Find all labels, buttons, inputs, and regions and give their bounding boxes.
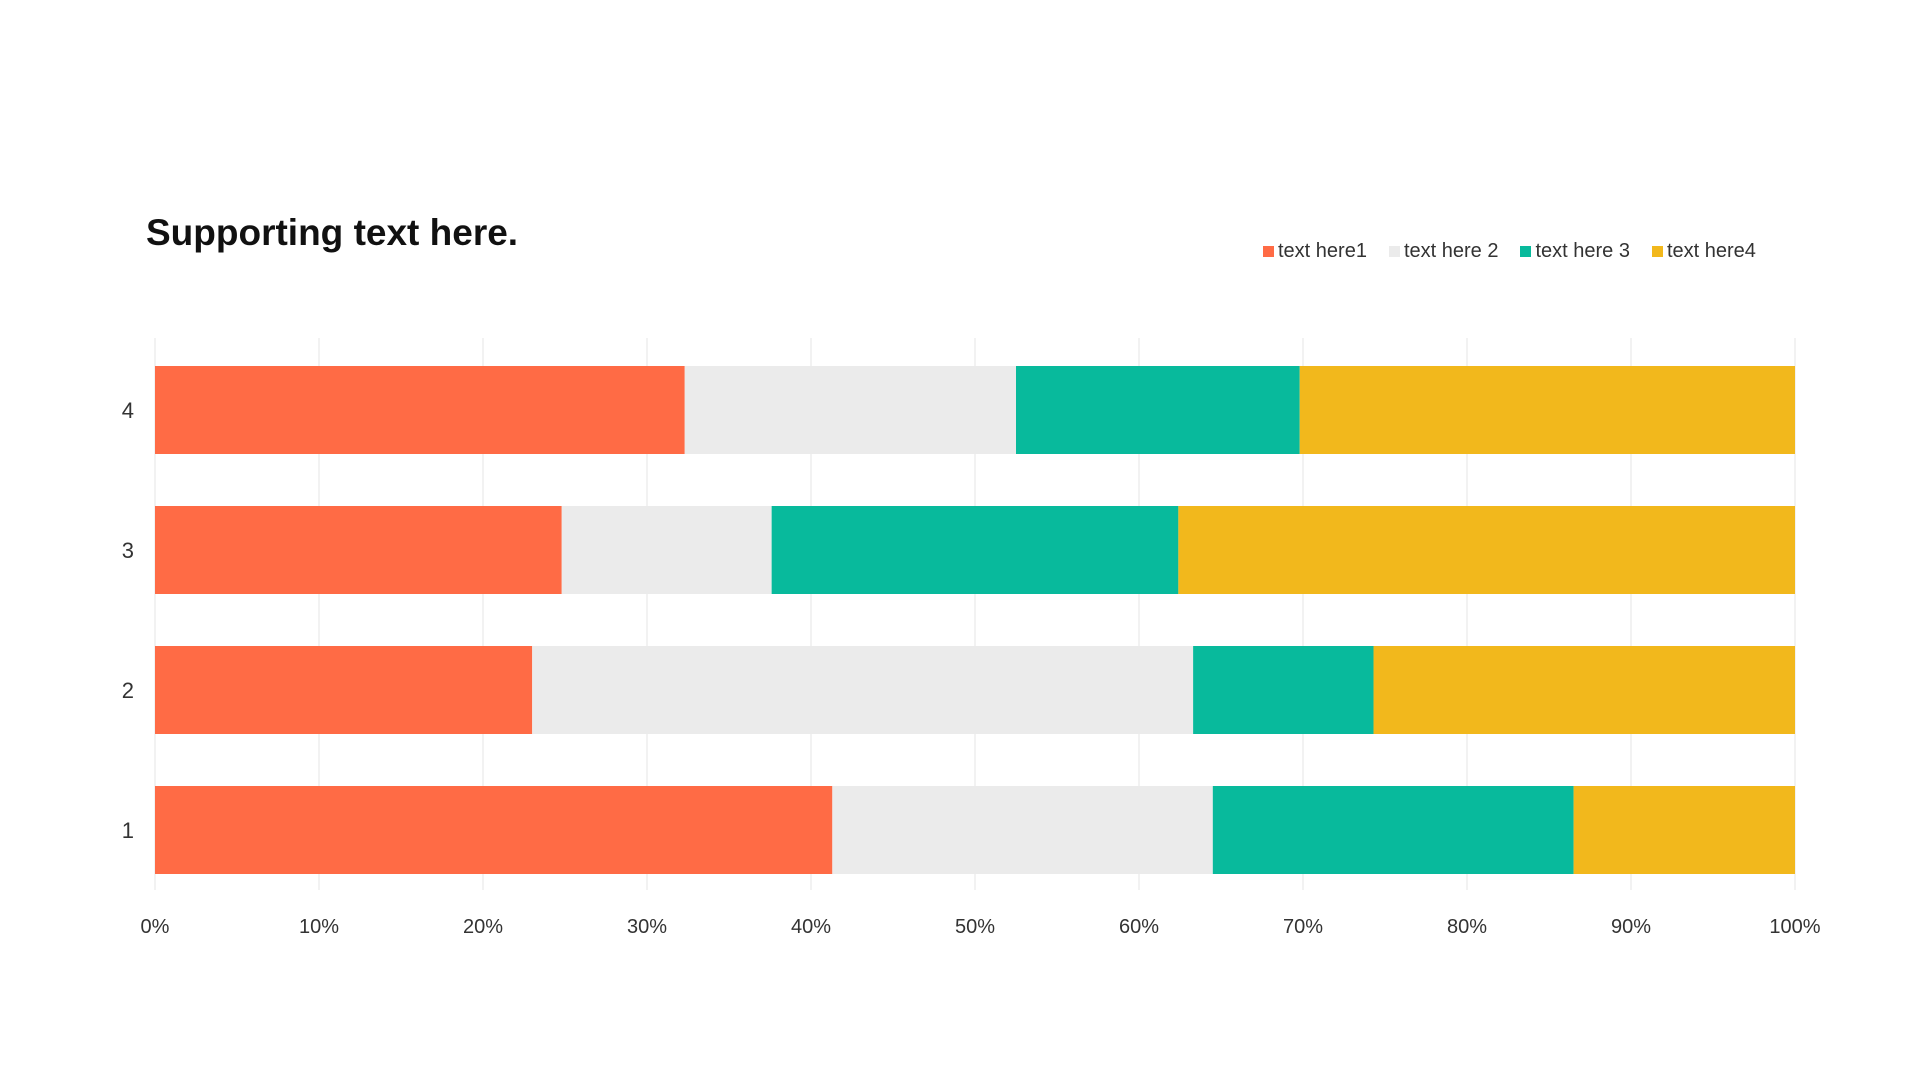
x-tick-label-10: 100% (1769, 916, 1820, 938)
chart-title: Supporting text here. (146, 212, 519, 253)
legend-item-series-3: text here 3 (1520, 240, 1630, 263)
x-tick-label-8: 80% (1447, 916, 1487, 938)
bar-segment-cat-2-series-1 (155, 646, 533, 734)
x-tick-label-9: 90% (1611, 916, 1651, 938)
legend: text here1 text here 2 text here 3 text … (1263, 240, 1778, 263)
bar-segment-cat-3-series-2 (561, 506, 772, 594)
category-label-1: 1 (122, 818, 134, 843)
bar-segment-cat-2-series-2 (532, 646, 1194, 734)
bar-segment-cat-2-series-4 (1373, 646, 1795, 734)
bar-segment-cat-4-series-4 (1299, 366, 1795, 454)
legend-swatch-series-1 (1263, 246, 1274, 257)
legend-label-series-4: text here4 (1666, 240, 1756, 262)
category-label-4: 4 (122, 398, 134, 423)
legend-label-series-3: text here 3 (1535, 240, 1630, 262)
x-tick-label-4: 40% (791, 916, 831, 938)
x-tick-label-7: 70% (1283, 916, 1323, 938)
bar-segment-cat-3-series-4 (1178, 506, 1795, 594)
bar-segment-cat-3-series-1 (155, 506, 562, 594)
category-label-2: 2 (122, 678, 134, 703)
x-tick-label-6: 60% (1119, 916, 1159, 938)
bar-segment-cat-3-series-3 (771, 506, 1179, 594)
legend-swatch-series-3 (1520, 246, 1532, 257)
x-tick-label-3: 30% (627, 916, 667, 938)
bar-segment-cat-2-series-3 (1193, 646, 1374, 734)
legend-item-series-2: text here 2 (1388, 240, 1499, 263)
legend-item-series-1: text here1 (1263, 240, 1367, 263)
bar-segment-cat-4-series-1 (155, 366, 685, 454)
category-label-3: 3 (122, 538, 134, 563)
x-tick-label-2: 20% (463, 916, 503, 938)
legend-swatch-series-2 (1388, 246, 1400, 257)
bar-segment-cat-1-series-2 (832, 786, 1213, 874)
legend-label-series-2: text here 2 (1403, 240, 1499, 262)
bar-segment-cat-4-series-3 (1016, 366, 1300, 454)
bar-segment-cat-4-series-2 (684, 366, 1016, 454)
legend-label-series-1: text here1 (1278, 240, 1367, 262)
x-tick-label-5: 50% (955, 916, 995, 938)
legend-swatch-series-4 (1651, 246, 1663, 257)
x-tick-label-0: 0% (141, 916, 170, 938)
bar-segment-cat-1-series-3 (1212, 786, 1574, 874)
legend-item-series-4: text here4 (1651, 240, 1756, 263)
x-tick-label-1: 10% (299, 916, 339, 938)
bar-segment-cat-1-series-1 (155, 786, 833, 874)
bar-segment-cat-1-series-4 (1573, 786, 1795, 874)
